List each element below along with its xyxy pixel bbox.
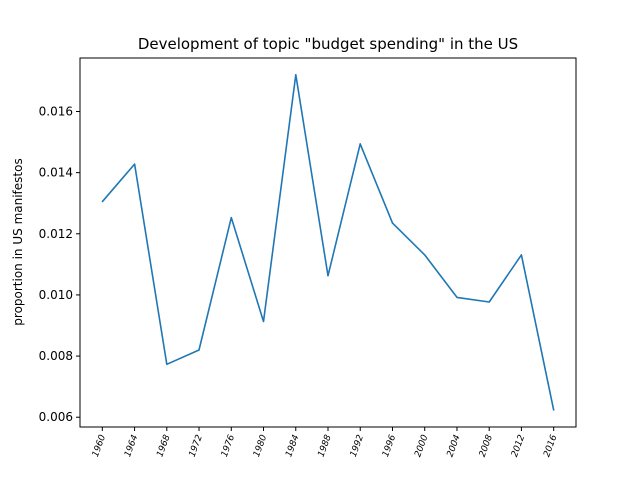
data-point	[456, 296, 458, 298]
x-tick-label: 1992	[349, 433, 366, 458]
x-tick-label: 2008	[478, 433, 495, 458]
y-tick-label: 0.016	[39, 105, 73, 119]
data-point	[262, 320, 265, 323]
plot-area	[79, 57, 577, 428]
x-tick-label: 1980	[252, 433, 269, 458]
x-tick-label: 2016	[542, 433, 559, 458]
y-axis: 0.006 0.008 0.010 0.012 0.014 0.016	[39, 105, 80, 424]
data-point	[295, 74, 297, 76]
x-tick-label: 1968	[155, 433, 172, 458]
series-line	[101, 74, 555, 411]
y-tick-label: 0.014	[39, 166, 73, 180]
plot-frame	[79, 57, 577, 428]
data-point	[424, 254, 426, 256]
y-axis-label: proportion in US manifestos	[11, 158, 25, 325]
data-point	[101, 201, 103, 203]
data-point	[488, 301, 490, 303]
data-point	[166, 363, 168, 365]
x-tick-label: 2012	[510, 433, 527, 458]
x-tick-label: 1984	[284, 433, 301, 458]
y-tick-label: 0.010	[39, 288, 73, 302]
data-point	[553, 409, 555, 411]
series-layer	[101, 74, 555, 411]
data-point	[520, 254, 523, 256]
y-tick-label: 0.008	[39, 349, 73, 363]
data-point	[198, 349, 200, 351]
x-axis: 1960 1964 1968 1972 1976 1980 1984 1988 1992 1996…	[91, 427, 560, 459]
y-tick-label: 0.012	[39, 227, 73, 241]
x-tick-label: 1976	[220, 433, 237, 458]
y-tick-label: 0.006	[39, 410, 73, 424]
x-tick-label: 1972	[188, 433, 205, 458]
chart-title: Development of topic "budget spending" i…	[138, 35, 518, 53]
data-point	[133, 163, 136, 165]
data-point	[230, 216, 232, 219]
data-point	[391, 222, 394, 224]
x-tick-label: 2000	[413, 433, 430, 458]
x-tick-label: 1960	[91, 433, 108, 458]
data-point	[359, 143, 361, 145]
x-tick-label: 1988	[317, 433, 334, 458]
x-tick-label: 2004	[446, 433, 463, 458]
x-tick-label: 1996	[381, 433, 398, 458]
data-point	[327, 275, 329, 277]
x-tick-label: 1964	[123, 433, 140, 458]
